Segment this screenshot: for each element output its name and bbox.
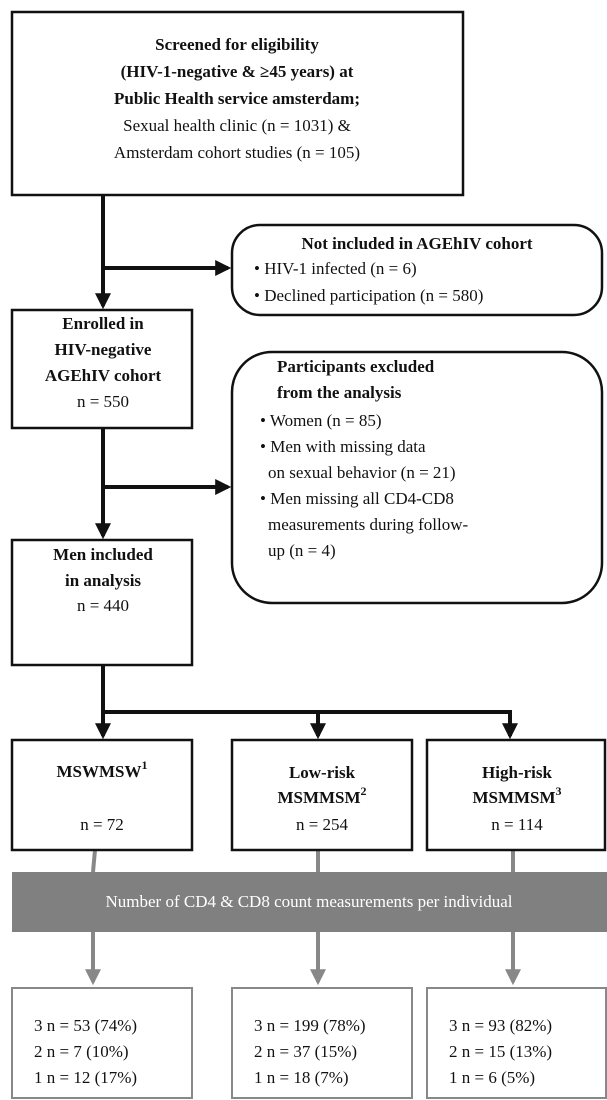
label: 2 n = 37 (15%): [254, 1042, 357, 1061]
label: • Men missing all CD4-CD8: [260, 489, 454, 508]
label: n = 72: [80, 815, 124, 834]
label: Low-risk: [289, 763, 356, 782]
label: HIV-negative: [55, 340, 152, 359]
label: 2 n = 15 (13%): [449, 1042, 552, 1061]
label-text: MSW: [99, 762, 142, 781]
label: Participants excluded: [277, 357, 435, 376]
enrolled-box: [10, 308, 194, 430]
label: Enrolled in: [62, 314, 144, 333]
label: 3 n = 53 (74%): [34, 1016, 137, 1035]
included-box: [10, 538, 194, 667]
label-text: MSM: [514, 788, 556, 807]
label: • Women (n = 85): [260, 411, 382, 430]
label: Not included in AGEhIV cohort: [301, 234, 532, 253]
label: n = 440: [77, 596, 129, 615]
label: Amsterdam cohort studies (n = 105): [114, 143, 360, 162]
label: in analysis: [65, 571, 141, 590]
label-text: MSM: [319, 788, 361, 807]
label: 1 n = 12 (17%): [34, 1068, 137, 1087]
label: Sexual health clinic (n = 1031) &: [123, 116, 351, 135]
connectors: [85, 195, 521, 986]
label: Screened for eligibility: [155, 35, 319, 54]
superscript: 3: [556, 784, 562, 798]
label: MSMMSM3: [472, 784, 561, 807]
count-box: [426, 987, 607, 1099]
label: 3 n = 199 (78%): [254, 1016, 366, 1035]
label: 2 n = 7 (10%): [34, 1042, 129, 1061]
label: • HIV-1 infected (n = 6): [254, 259, 417, 278]
label: 1 n = 18 (7%): [254, 1068, 349, 1087]
label: 3 n = 93 (82%): [449, 1016, 552, 1035]
label: 1 n = 6 (5%): [449, 1068, 535, 1087]
count-box: [11, 987, 193, 1099]
label: (HIV-1-negative & ≥45 years) at: [121, 62, 354, 81]
label: measurements during follow-: [268, 515, 469, 534]
label: MSMMSM2: [277, 784, 366, 807]
superscript: 2: [361, 784, 367, 798]
label: • Men with missing data: [260, 437, 426, 456]
group-box: [425, 738, 607, 852]
not-included-box: [230, 223, 604, 317]
superscript: 1: [142, 758, 148, 772]
label: MSWMSW1: [57, 758, 148, 781]
label: n = 550: [77, 392, 129, 411]
label: n = 254: [296, 815, 349, 834]
label: on sexual behavior (n = 21): [268, 463, 456, 482]
label: High-risk: [482, 763, 552, 782]
group-box: [230, 738, 414, 852]
label: Number of CD4 & CD8 count measurements p…: [106, 892, 513, 911]
label: from the analysis: [277, 383, 402, 402]
excluded-box: [230, 350, 604, 605]
banner: [12, 872, 607, 932]
count-box: [231, 987, 413, 1099]
label: Men included: [53, 545, 153, 564]
label: AGEhIV cohort: [45, 366, 162, 385]
group-box: [10, 738, 194, 852]
label: up (n = 4): [268, 541, 336, 560]
label: Public Health service amsterdam;: [114, 89, 360, 108]
label: • Declined participation (n = 580): [254, 286, 483, 305]
label: n = 114: [491, 815, 543, 834]
screening-box: [10, 10, 465, 197]
